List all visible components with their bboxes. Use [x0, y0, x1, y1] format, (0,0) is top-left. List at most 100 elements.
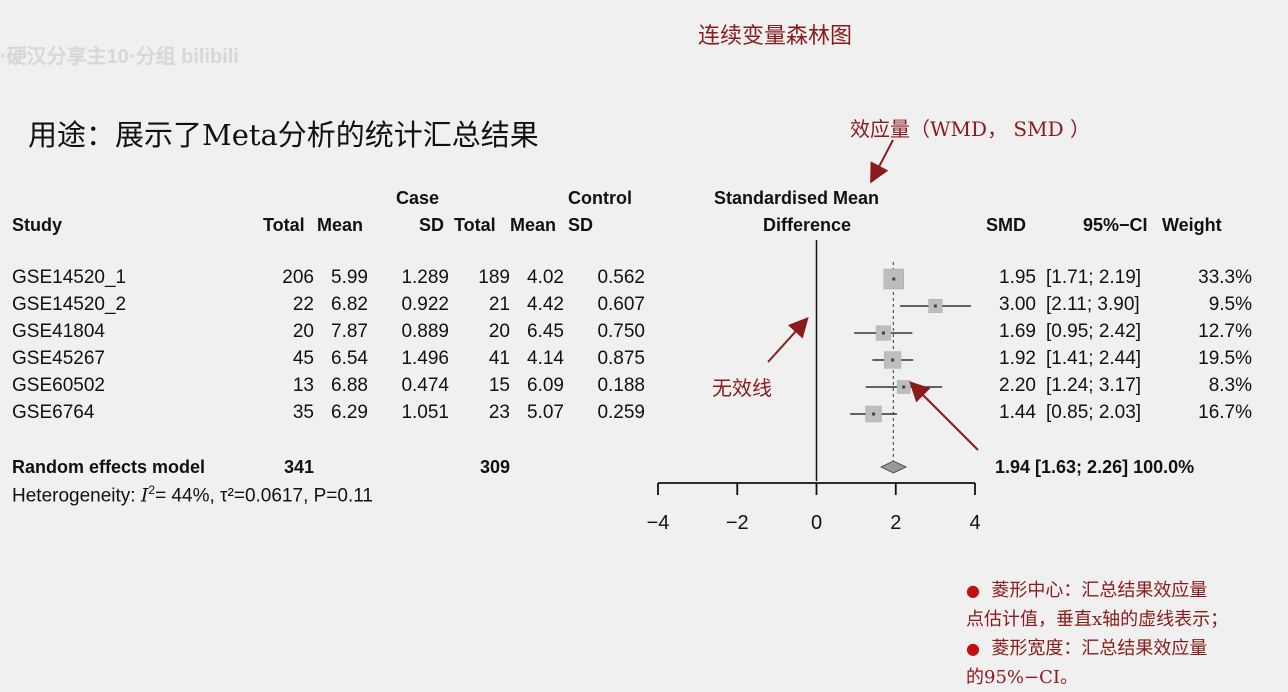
study-cell-ctrl-mean: 4.42 [527, 294, 564, 315]
heterogeneity-stats: = 44%, τ²=0.0617, P=0.11 [155, 485, 373, 507]
study-cell-case-mean: 6.82 [331, 294, 368, 315]
study-cell-case-total: 45 [292, 348, 314, 369]
study-cell-ctrl-sd: 0.562 [597, 267, 645, 288]
study-cell-ci: [0.95; 2.42] [1046, 321, 1142, 342]
study-cell-case-total: 13 [292, 375, 314, 396]
study-cell-weight: 19.5% [1198, 348, 1252, 369]
header-case-sd: SD [419, 215, 445, 235]
study-cell-ci: [1.24; 3.17] [1046, 375, 1142, 396]
study-cell-ctrl-total: 189 [478, 267, 510, 288]
study-cell-ctrl-mean: 4.02 [527, 267, 564, 288]
study-cell-ctrl-total: 21 [488, 294, 510, 315]
weight-square [896, 380, 911, 394]
header-smd-title-2: Difference [763, 215, 852, 235]
point-estimate [902, 385, 906, 389]
usage-text: 用途：展示了Meta分析的统计汇总结果 [28, 118, 539, 152]
study-cell-case-sd: 0.889 [401, 321, 449, 342]
study-cell-ctrl-sd: 0.875 [597, 348, 645, 369]
study-cell-ctrl-mean: 6.45 [527, 321, 564, 342]
study-cell-case-sd: 0.474 [401, 375, 449, 396]
study-cell-case-total: 22 [292, 294, 314, 315]
pooled-diamond [879, 460, 908, 474]
header-smd: SMD [986, 215, 1026, 235]
study-cell-case-total: 20 [292, 321, 314, 342]
summary-ctrl-total: 309 [479, 457, 510, 477]
study-cell-case-mean: 6.29 [331, 402, 368, 423]
study-cell-name: GSE14520_1 [12, 267, 127, 288]
summary-label: Random effects model [12, 457, 206, 477]
point-estimate [892, 277, 896, 281]
weight-square [865, 405, 882, 423]
study-cell-ctrl-mean: 6.09 [527, 375, 564, 396]
study-cell-smd: 1.44 [999, 402, 1036, 423]
study-cell-ctrl-total: 15 [488, 375, 510, 396]
point-estimate [891, 358, 895, 362]
slide-title: 连续变量森林图 [698, 24, 853, 49]
study-cell-case-sd: 1.289 [401, 267, 449, 288]
header-ctrl-sd: SD [568, 215, 594, 235]
weight-square [875, 325, 892, 341]
study-cell-weight: 33.3% [1198, 267, 1252, 288]
study-cell-name: GSE6764 [12, 402, 95, 423]
study-cell-case-total: 206 [282, 267, 314, 288]
study-cell-case-mean: 7.87 [331, 321, 368, 342]
summary-case-total: 341 [283, 457, 314, 477]
header-weight: Weight [1162, 215, 1222, 235]
study-cell-weight: 12.7% [1198, 321, 1252, 342]
x-tick-label: 0 [811, 512, 822, 534]
study-cell-case-sd: 0.922 [401, 294, 449, 315]
study-cell-ctrl-mean: 5.07 [527, 402, 564, 423]
header-ctrl-total: Total [454, 215, 496, 235]
header-case: Case [396, 188, 440, 208]
study-cell-ci: [1.41; 2.44] [1046, 348, 1142, 369]
study-cell-ctrl-mean: 4.14 [527, 348, 564, 369]
header-case-total: Total [263, 215, 305, 235]
study-cell-ctrl-sd: 0.259 [597, 402, 645, 423]
effect-size-annotation: 效应量（WMD， SMD ） [850, 117, 1090, 141]
study-cell-ci: [2.11; 3.90] [1046, 294, 1140, 315]
study-cell-weight: 9.5% [1208, 294, 1252, 315]
study-cell-weight: 8.3% [1208, 375, 1252, 396]
study-cell-case-total: 35 [292, 402, 314, 423]
header-smd-title-1: Standardised Mean [714, 188, 880, 208]
header-ctrl-mean: Mean [510, 215, 557, 235]
note-line-3: ● 菱形宽度：汇总结果效应量 [966, 638, 1208, 659]
point-estimate [872, 412, 876, 416]
study-cell-ctrl-total: 23 [488, 402, 510, 423]
study-cell-weight: 16.7% [1198, 402, 1252, 423]
study-cell-ci: [0.85; 2.03] [1046, 402, 1142, 423]
weight-square [928, 299, 943, 313]
study-cell-ctrl-sd: 0.750 [597, 321, 645, 342]
study-cell-name: GSE14520_2 [12, 294, 127, 315]
no-effect-arrow [767, 317, 809, 363]
effect-size-arrow [870, 139, 894, 184]
header-ci: 95%−CI [1083, 215, 1148, 235]
study-cell-name: GSE60502 [12, 375, 105, 396]
header-control: Control [568, 188, 632, 208]
weight-square [883, 351, 902, 369]
notes: ● 菱形中心：汇总结果效应量 点估计值，垂直x轴的虚线表示； ● 菱形宽度：汇总… [966, 576, 1228, 692]
study-cell-case-mean: 6.54 [331, 348, 368, 369]
study-cell-smd: 3.00 [999, 294, 1036, 315]
study-cell-case-sd: 1.051 [401, 402, 449, 423]
pooled-line-arrow [909, 381, 979, 451]
study-cell-ctrl-total: 41 [488, 348, 510, 369]
x-tick-label: 2 [890, 512, 901, 534]
header-case-mean: Mean [317, 215, 364, 235]
header-study: Study [12, 215, 63, 235]
x-tick-label: −4 [647, 512, 670, 534]
study-cell-name: GSE41804 [12, 321, 105, 342]
heterogeneity-text: Heterogeneity: I2= 44%, τ²=0.0617, P=0.1… [12, 483, 373, 507]
weight-square [883, 268, 905, 290]
study-cell-ctrl-sd: 0.188 [597, 375, 645, 396]
study-cell-name: GSE45267 [12, 348, 105, 369]
study-cell-case-mean: 5.99 [331, 267, 368, 288]
note-line-2: 点估计值，垂直x轴的虚线表示； [966, 609, 1229, 630]
study-cell-smd: 1.92 [999, 348, 1036, 369]
point-estimate [933, 304, 937, 308]
study-cell-smd: 1.95 [999, 267, 1036, 288]
point-estimate [881, 331, 885, 335]
x-tick-label: −2 [726, 512, 749, 534]
study-cell-smd: 1.69 [999, 321, 1036, 342]
note-line-1: ● 菱形中心：汇总结果效应量 [966, 580, 1208, 601]
